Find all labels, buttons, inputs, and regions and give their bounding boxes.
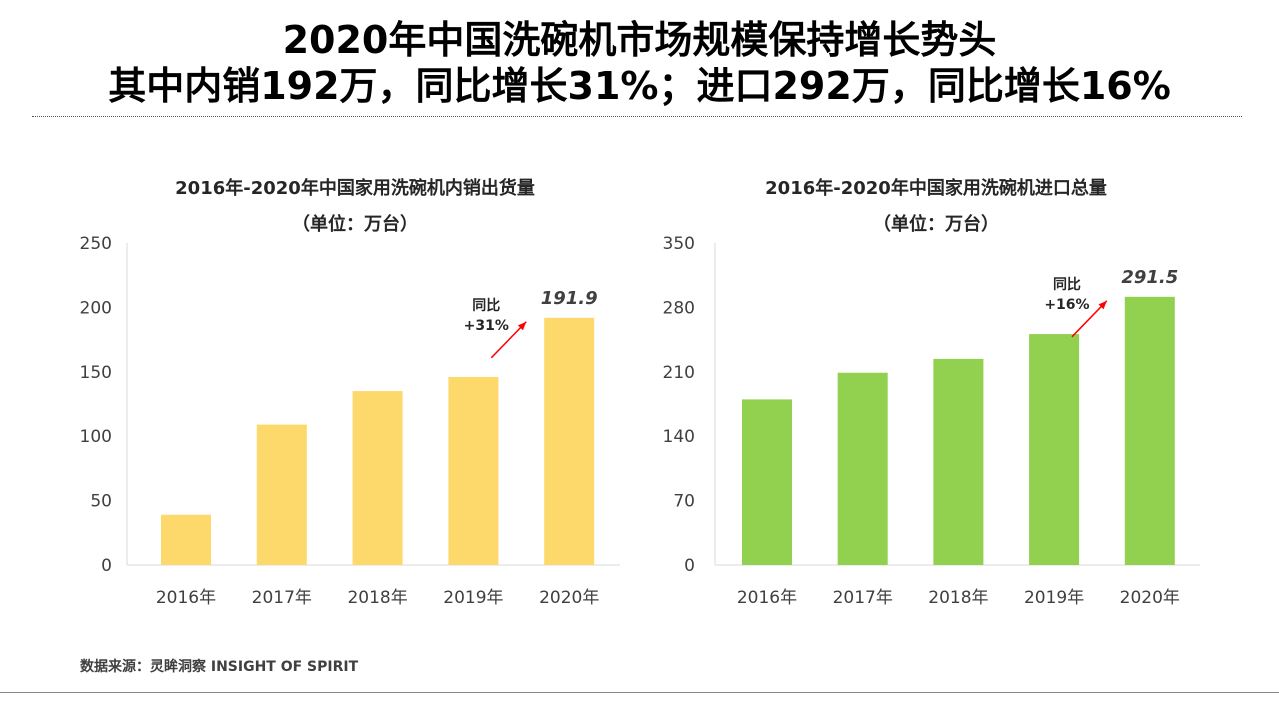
chart2-bar-2016年: [742, 399, 792, 565]
chart1-x-tick: 2017年: [252, 588, 312, 608]
chart1-x-tick: 2020年: [539, 588, 599, 608]
chart1-y-tick: 100: [80, 427, 112, 447]
chart1-growth-arrow: [490, 321, 527, 359]
chart2-bar-2019年: [1029, 334, 1080, 565]
chart2-x-tick: 2018年: [928, 588, 988, 608]
chart1-y-tick: 0: [101, 556, 112, 576]
footer-line: [0, 692, 1279, 693]
chart2-bar-2018年: [933, 358, 984, 565]
main-title-line1: 2020年中国洗碗机市场规模保持增长势头: [282, 18, 997, 62]
chart2-y-tick: 350: [663, 234, 695, 254]
chart2-subtitle: （单位：万台）: [873, 214, 999, 235]
source-note: 数据来源：灵眸洞察 INSIGHT OF SPIRIT: [80, 659, 359, 675]
chart1-bar-2020年: [544, 317, 595, 565]
chart2-x-tick: 2019年: [1024, 588, 1084, 608]
chart2-annotation-value: +16%: [1044, 297, 1089, 313]
chart2-y-tick: 70: [673, 492, 695, 512]
chart1-x-tick: 2018年: [347, 588, 407, 608]
chart1-bar-2016年: [161, 514, 211, 565]
chart2-x-tick: 2017年: [833, 588, 893, 608]
chart1-bar-2018年: [352, 391, 403, 565]
chart1-bar-2017年: [256, 424, 307, 565]
chart1-data-label: 191.9: [541, 288, 598, 309]
chart2-arrowhead-icon: [1098, 300, 1107, 310]
chart2-title: 2016年-2020年中国家用洗碗机进口总量: [765, 178, 1107, 199]
chart1-x-tick: 2016年: [156, 588, 216, 608]
chart1-y-tick: 50: [90, 492, 112, 512]
chart2-bar-2020年: [1124, 296, 1175, 565]
chart1-annotation-label: 同比: [472, 297, 500, 314]
chart1-annotation-value: +31%: [464, 318, 509, 334]
chart1-title: 2016年-2020年中国家用洗碗机内销出货量: [175, 178, 535, 199]
chart1-x-tick: 2019年: [443, 588, 503, 608]
chart2-bar-2017年: [837, 372, 888, 565]
chart1-subtitle: （单位：万台）: [292, 214, 418, 235]
chart2-annotation-label: 同比: [1053, 276, 1081, 293]
chart2-y-tick: 280: [663, 298, 695, 318]
divider: [32, 116, 1242, 117]
chart2-y-tick: 210: [663, 363, 695, 383]
chart1-bar-2019年: [448, 376, 499, 565]
main-title-line2: 其中内销192万，同比增长31%；进口292万，同比增长16%: [108, 64, 1171, 108]
chart2-growth-arrow: [1071, 300, 1108, 338]
chart1-y-tick: 250: [80, 234, 112, 254]
chart2-x-tick: 2020年: [1120, 588, 1180, 608]
chart2-y-tick: 0: [684, 556, 695, 576]
chart1-arrowhead-icon: [517, 321, 527, 331]
chart2-y-tick: 140: [663, 427, 695, 447]
chart2-data-label: 291.5: [1121, 267, 1178, 288]
chart2-x-tick: 2016年: [737, 588, 797, 608]
chart1-y-tick: 200: [80, 298, 112, 318]
chart1-y-tick: 150: [80, 363, 112, 383]
